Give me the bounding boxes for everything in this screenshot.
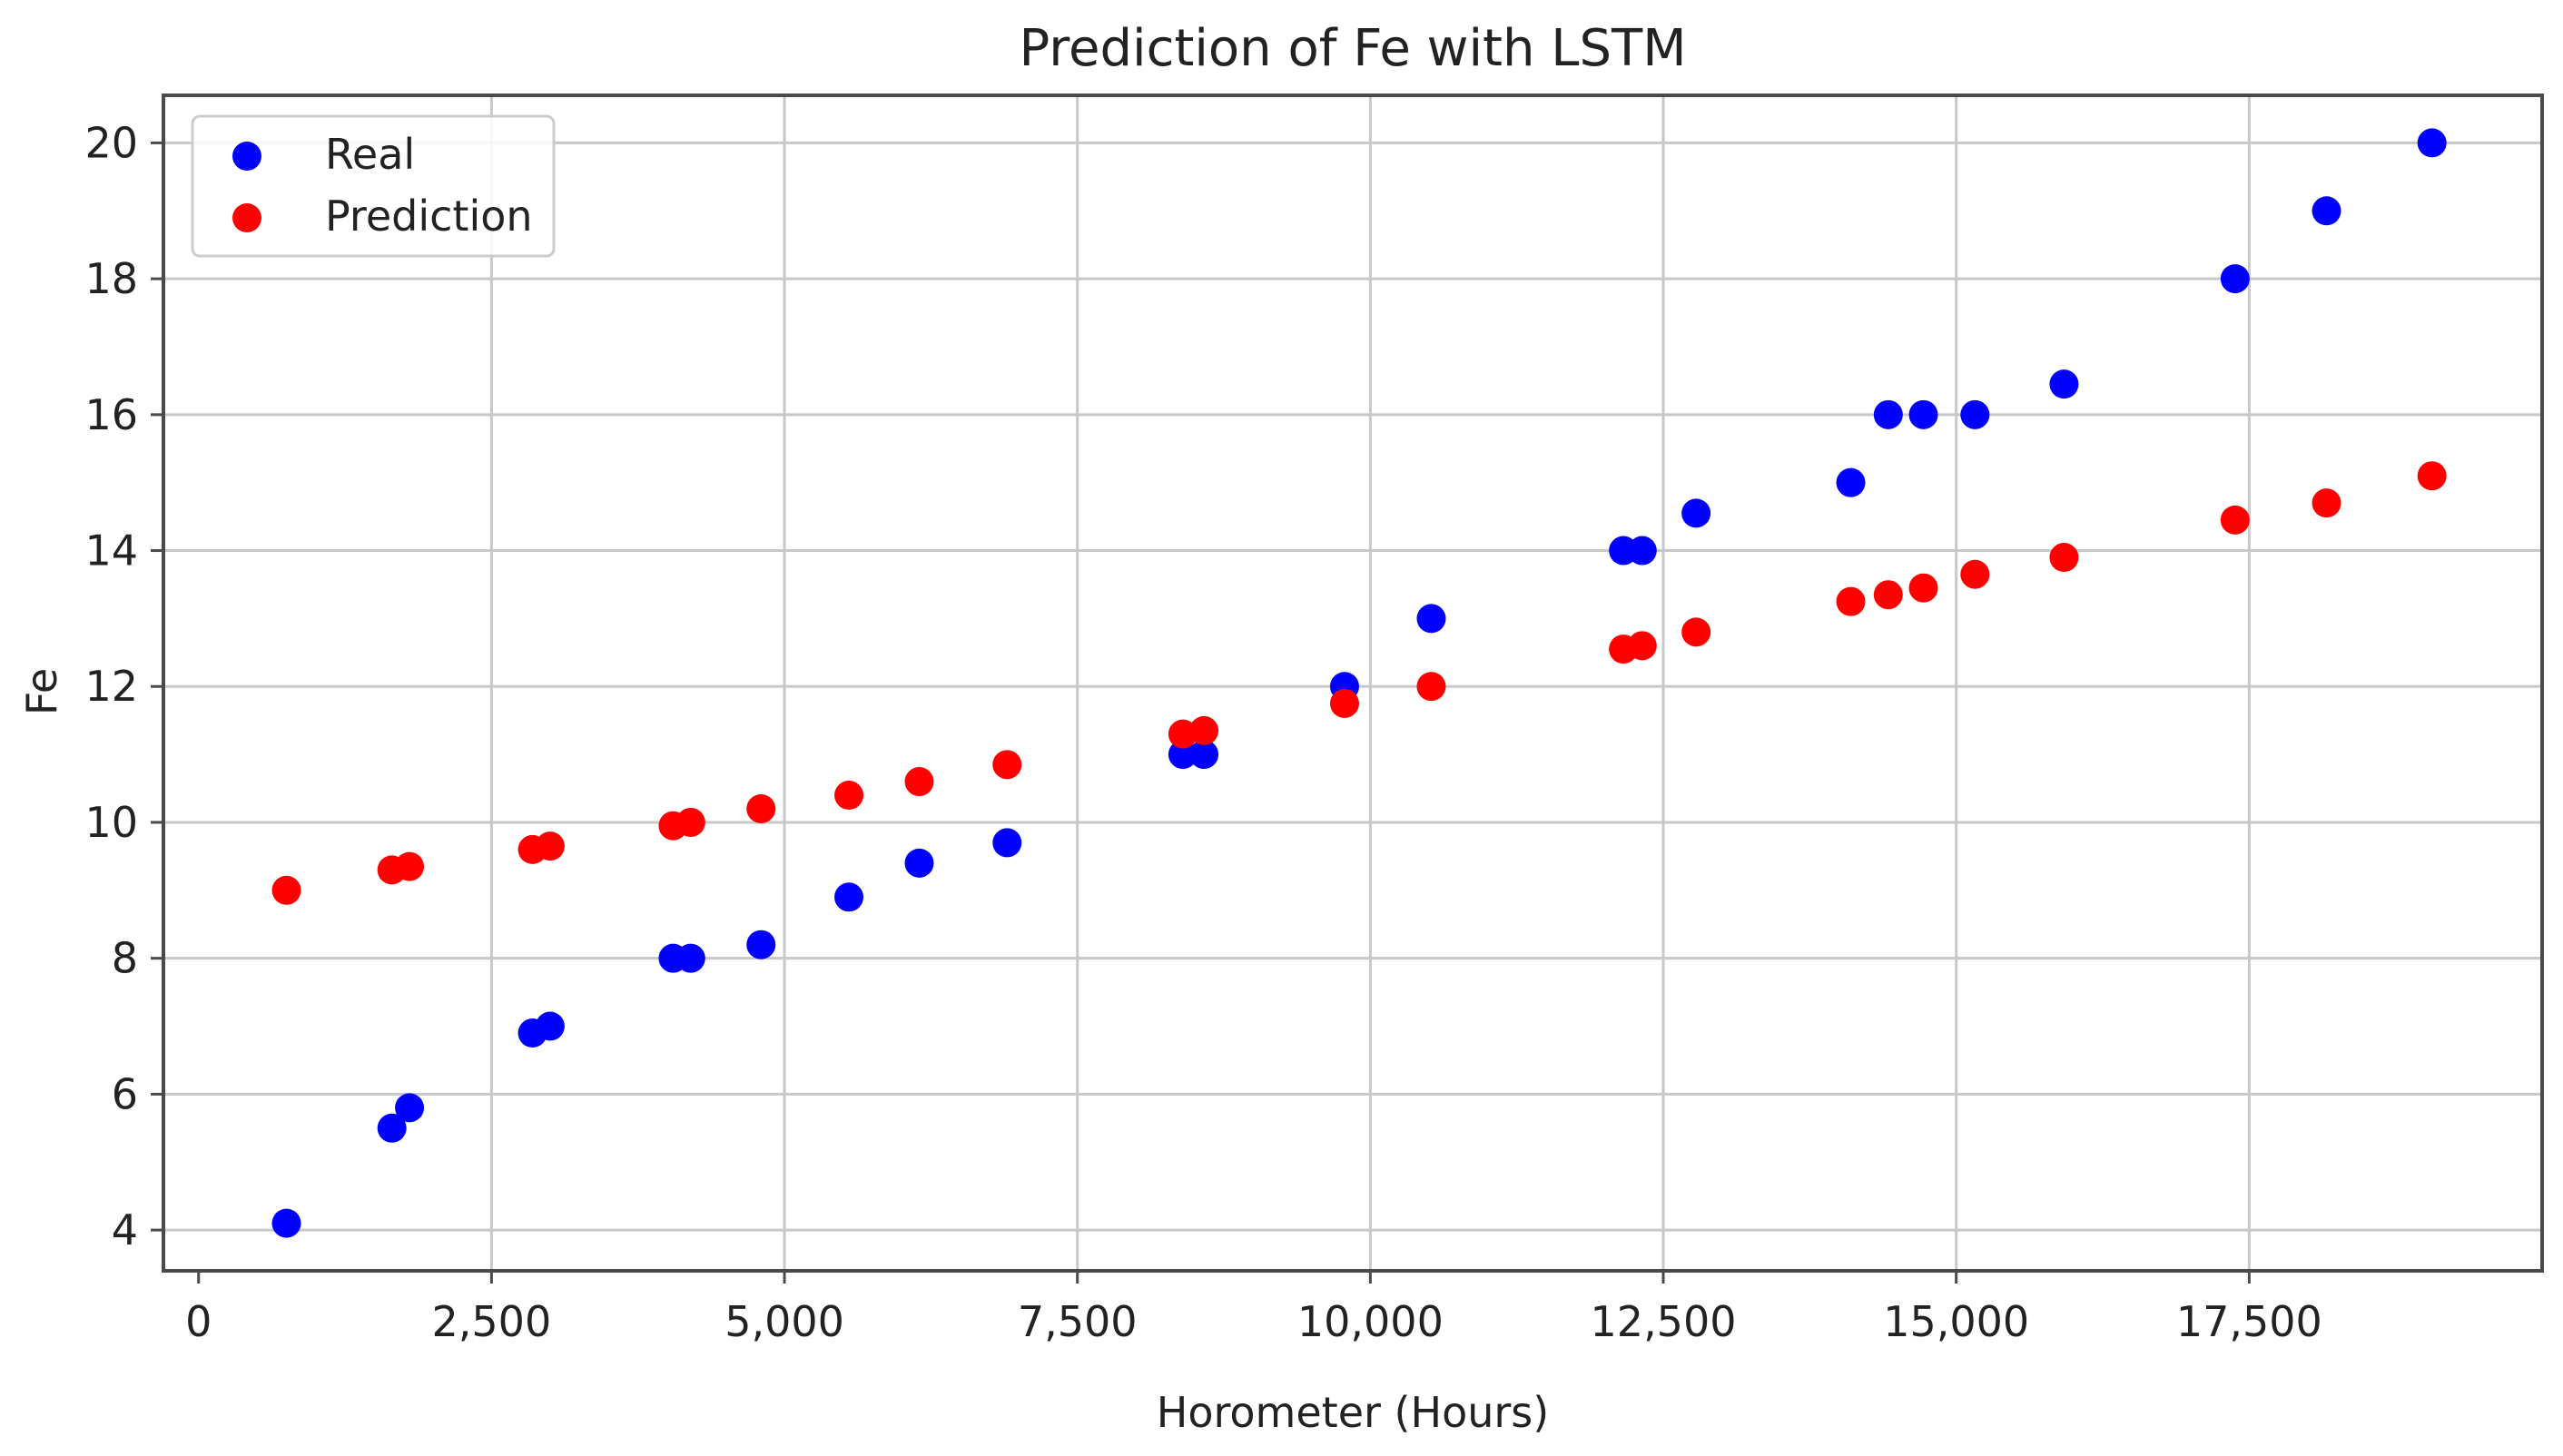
y-tick-label: 16 <box>84 390 138 439</box>
plot-frame <box>162 93 2544 1273</box>
y-tick-label: 14 <box>84 526 138 576</box>
data-point-prediction <box>271 875 301 905</box>
data-point-prediction <box>1681 617 1711 647</box>
chart-title: Prediction of Fe with LSTM <box>1019 19 1686 78</box>
data-point-prediction <box>1329 688 1359 718</box>
data-point-prediction <box>834 781 864 811</box>
data-point-prediction <box>395 851 425 881</box>
data-point-real <box>675 943 705 973</box>
y-tick-label: 20 <box>84 118 138 167</box>
y-tick-label: 12 <box>84 662 138 711</box>
data-point-real <box>2417 128 2447 158</box>
grid-lines <box>163 95 2542 1271</box>
data-point-real <box>1960 399 1990 429</box>
data-point-real <box>904 848 934 878</box>
data-point-real <box>271 1208 301 1238</box>
data-point-prediction <box>675 807 705 837</box>
x-tick-label: 0 <box>185 1297 212 1346</box>
legend: Real Prediction <box>191 114 556 258</box>
data-point-real <box>834 882 864 912</box>
data-point-prediction <box>904 767 934 797</box>
x-tick-label: 7,500 <box>1018 1297 1138 1346</box>
data-point-prediction <box>1873 580 1903 610</box>
x-tick-label: 2,500 <box>432 1297 552 1346</box>
x-tick-label: 5,000 <box>725 1297 844 1346</box>
legend-label-real: Real <box>325 130 415 179</box>
data-point-real <box>535 1011 565 1041</box>
legend-box <box>191 114 556 258</box>
y-tick-label: 4 <box>112 1205 138 1254</box>
data-point-real <box>992 828 1022 858</box>
data-point-real <box>1168 740 1198 770</box>
data-point-real <box>1189 740 1219 770</box>
data-point-prediction <box>535 831 565 861</box>
x-axis-ticks: 0 2,500 5,000 7,500 10,000 12,500 15,000 17,500 <box>185 1271 2322 1346</box>
data-point-prediction <box>2417 461 2447 491</box>
y-tick-label: 18 <box>84 254 138 303</box>
data-point-real <box>395 1093 425 1123</box>
data-point-prediction <box>2312 488 2341 518</box>
data-point-real <box>1908 399 1938 429</box>
data-point-real <box>1873 399 1903 429</box>
data-point-prediction <box>1960 559 1990 589</box>
data-point-real <box>1416 604 1446 634</box>
x-tick-label: 10,000 <box>1297 1297 1444 1346</box>
y-axis-ticks: 4 6 8 10 12 14 16 18 20 <box>84 118 163 1254</box>
x-axis-label: Horometer (Hours) <box>1157 1388 1549 1437</box>
data-point-real <box>2049 369 2079 399</box>
y-tick-label: 10 <box>84 798 138 847</box>
data-point-prediction <box>746 793 776 823</box>
data-point-prediction <box>2049 543 2079 573</box>
data-point-prediction <box>1189 715 1219 745</box>
data-point-real <box>2220 264 2250 294</box>
data-point-real <box>1627 536 1657 566</box>
data-point-prediction <box>2220 505 2250 535</box>
x-tick-label: 12,500 <box>1591 1297 1737 1346</box>
data-point-prediction <box>1627 631 1657 661</box>
legend-marker-real <box>232 142 261 171</box>
y-tick-label: 8 <box>112 934 138 983</box>
x-tick-label: 15,000 <box>1883 1297 2029 1346</box>
data-point-prediction <box>1416 672 1446 702</box>
data-point-real <box>377 1113 407 1143</box>
legend-label-prediction: Prediction <box>325 192 533 241</box>
data-point-real <box>2312 196 2341 226</box>
y-axis-label: Fe <box>17 668 66 715</box>
data-point-real <box>1836 467 1866 497</box>
data-point-prediction <box>1908 573 1938 603</box>
x-tick-label: 17,500 <box>2176 1297 2322 1346</box>
data-points <box>271 128 2447 1238</box>
data-point-prediction <box>992 750 1022 780</box>
data-point-prediction <box>1836 586 1866 616</box>
data-point-real <box>746 930 776 959</box>
data-point-real <box>1681 498 1711 528</box>
legend-marker-prediction <box>232 203 261 232</box>
y-tick-label: 6 <box>112 1069 138 1118</box>
